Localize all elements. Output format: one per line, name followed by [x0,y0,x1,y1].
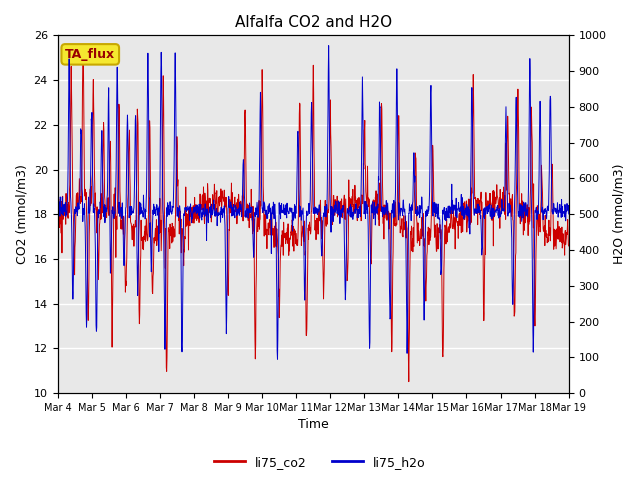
li75_co2 [282,232,289,238]
Title: Alfalfa CO2 and H2O: Alfalfa CO2 and H2O [235,15,392,30]
li75_h2o [93,288,101,293]
X-axis label: Time: Time [298,419,328,432]
li75_co2 [405,379,413,384]
Y-axis label: CO2 (mmol/m3): CO2 (mmol/m3) [15,164,28,264]
li75_h2o [274,356,282,362]
li75_co2 [54,209,61,215]
li75_h2o [54,204,61,210]
li75_h2o [271,206,278,212]
li75_co2 [345,177,353,183]
li75_h2o [325,43,333,48]
li75_co2 [291,231,298,237]
li75_h2o [291,202,298,207]
li75_h2o [345,208,353,214]
Text: TA_flux: TA_flux [65,48,115,61]
li75_h2o [282,211,289,217]
li75_h2o [114,116,122,122]
Legend: li75_co2, li75_h2o: li75_co2, li75_h2o [209,451,431,474]
Line: li75_h2o: li75_h2o [58,46,569,359]
Y-axis label: H2O (mmol/m3): H2O (mmol/m3) [612,164,625,264]
li75_co2 [565,243,573,249]
li75_h2o [565,211,573,217]
li75_co2 [271,226,278,232]
li75_co2 [79,44,87,49]
li75_co2 [93,211,101,217]
li75_co2 [115,141,122,146]
Line: li75_co2: li75_co2 [58,47,569,382]
